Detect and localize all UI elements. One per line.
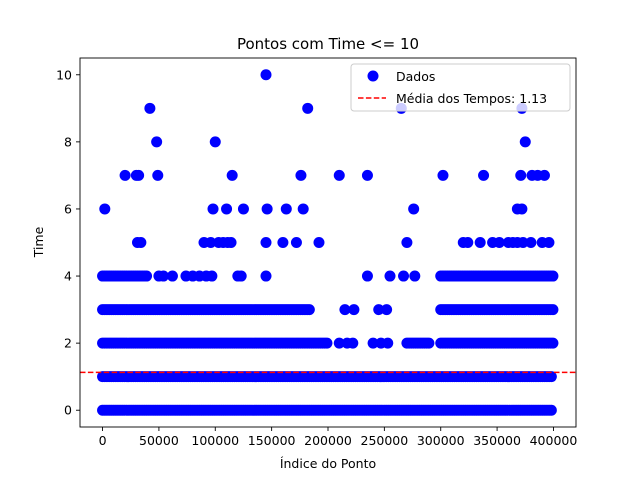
data-point	[478, 169, 490, 181]
data-point	[297, 203, 309, 215]
x-tick-label: 0	[99, 433, 107, 448]
data-point	[277, 237, 289, 248]
data-point	[157, 270, 169, 282]
data-point	[409, 270, 421, 282]
data-point	[133, 169, 145, 181]
data-point	[367, 337, 379, 349]
data-point	[516, 203, 528, 215]
data-point	[321, 337, 333, 349]
y-tick-label: 0	[64, 403, 72, 418]
data-point	[401, 237, 413, 248]
y-tick-label: 10	[56, 67, 72, 82]
x-tick-label: 150000	[248, 433, 296, 448]
data-point	[361, 169, 373, 181]
data-point	[333, 337, 345, 349]
data-point	[303, 304, 315, 316]
x-tick-label: 200000	[304, 433, 352, 448]
data-point	[135, 237, 147, 248]
data-point	[408, 203, 420, 215]
data-point	[260, 237, 272, 248]
legend-marker-dados	[367, 70, 379, 82]
data-point	[237, 203, 249, 215]
legend-label-media: Média dos Tempos: 1.13	[396, 91, 547, 106]
data-point	[290, 237, 302, 248]
data-point	[209, 136, 221, 148]
data-point	[381, 304, 393, 316]
data-point	[302, 102, 314, 114]
data-point	[348, 304, 360, 316]
data-point	[538, 169, 550, 181]
data-point	[144, 102, 156, 114]
y-tick-label: 8	[64, 134, 72, 149]
x-tick-label: 250000	[361, 433, 409, 448]
data-point	[347, 337, 359, 349]
x-tick-label: 100000	[191, 433, 239, 448]
data-point	[206, 270, 218, 282]
y-tick-label: 4	[64, 269, 72, 284]
x-tick-label: 50000	[139, 433, 179, 448]
y-tick-label: 2	[64, 336, 72, 351]
data-point	[493, 237, 505, 248]
data-point	[226, 169, 238, 181]
y-tick-label: 6	[64, 201, 72, 216]
x-axis-label: Índice do Ponto	[280, 456, 376, 471]
data-point	[462, 237, 474, 248]
legend-box	[350, 63, 571, 112]
data-point	[373, 304, 385, 316]
data-point	[361, 270, 373, 282]
data-point	[543, 237, 555, 248]
data-point	[437, 169, 449, 181]
data-point	[99, 203, 111, 215]
data-point	[235, 270, 247, 282]
data-point	[525, 237, 537, 248]
data-point	[260, 69, 272, 81]
data-point	[152, 169, 164, 181]
data-point	[260, 270, 272, 282]
data-point	[151, 136, 163, 148]
data-point	[225, 237, 237, 248]
legend: Dados Média dos Tempos: 1.13	[350, 63, 571, 112]
data-point	[474, 237, 486, 248]
data-point	[545, 404, 557, 416]
x-tick-label: 400000	[530, 433, 578, 448]
data-point	[517, 237, 529, 248]
y-axis-label: Time	[31, 226, 46, 258]
data-point	[280, 203, 292, 215]
data-point	[515, 169, 527, 181]
data-point	[221, 203, 233, 215]
x-tick-label: 300000	[417, 433, 465, 448]
data-point	[382, 337, 394, 349]
x-ticks: 0 50000 100000 150000 200000 250000 300000 3500…	[99, 427, 578, 448]
legend-label-dados: Dados	[396, 69, 435, 84]
data-point	[295, 169, 307, 181]
data-point	[384, 270, 396, 282]
data-point	[313, 237, 325, 248]
chart-title: Pontos com Time <= 10	[237, 35, 419, 53]
data-point	[423, 337, 435, 349]
data-point	[141, 270, 153, 282]
data-point	[119, 169, 131, 181]
data-points	[97, 69, 559, 416]
y-ticks: 0 2 4 6 8 10	[56, 67, 80, 418]
x-tick-label: 350000	[473, 433, 521, 448]
data-point	[339, 304, 351, 316]
data-point	[205, 237, 217, 248]
data-point	[547, 304, 559, 316]
data-point	[261, 203, 273, 215]
data-point	[398, 270, 410, 282]
data-point	[333, 169, 345, 181]
data-point	[547, 337, 559, 349]
data-point	[547, 270, 559, 282]
data-point	[519, 136, 531, 148]
data-point	[207, 203, 219, 215]
data-point	[166, 270, 178, 282]
data-point	[545, 371, 557, 383]
